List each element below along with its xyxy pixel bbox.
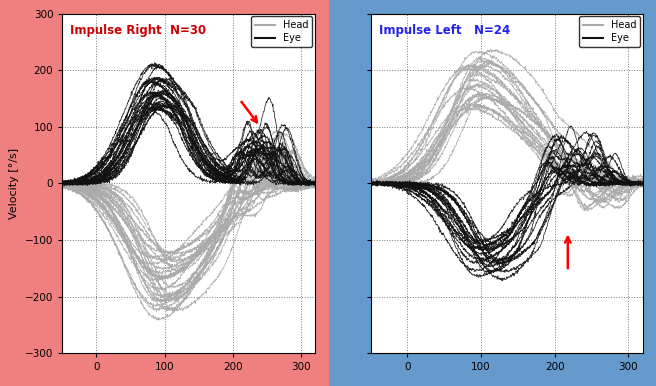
Legend: Head, Eye: Head, Eye (251, 17, 312, 47)
Text: Impulse Right  N=30: Impulse Right N=30 (70, 24, 206, 37)
Y-axis label: Velocity [°/s]: Velocity [°/s] (9, 148, 20, 219)
Legend: Head, Eye: Head, Eye (579, 17, 640, 47)
Text: Impulse Left   N=24: Impulse Left N=24 (379, 24, 510, 37)
